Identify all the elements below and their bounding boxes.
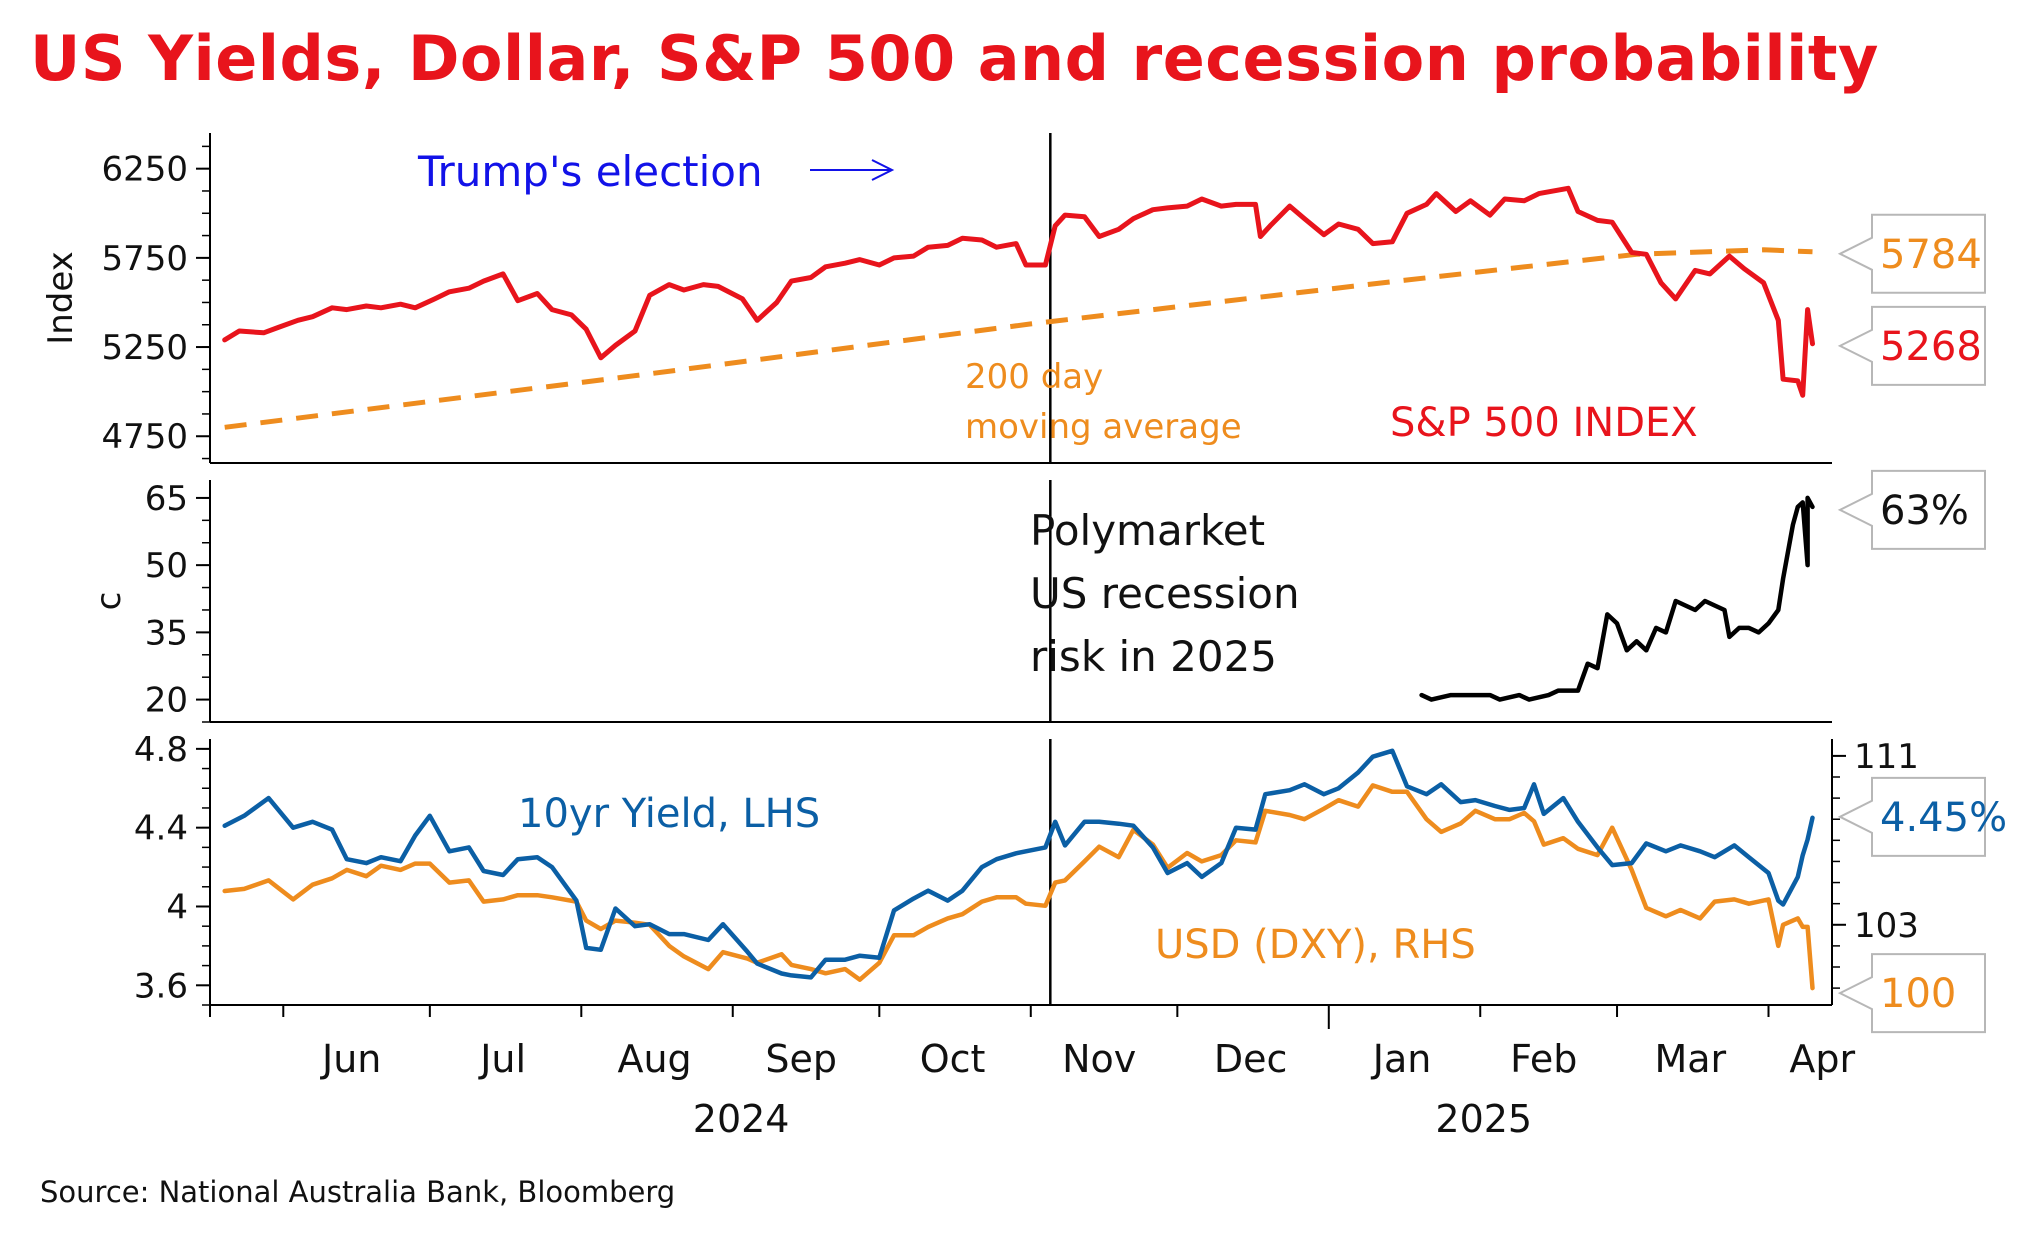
source-note: Source: National Australia Bank, Bloombe… (40, 1175, 676, 1209)
x-month-label: Jun (320, 1037, 381, 1081)
ma200-line (224, 247, 1813, 430)
ma200-end-label-box (1837, 213, 1986, 294)
x-month-label: Mar (1654, 1037, 1726, 1081)
panel-1-ytick-label: 6250 (101, 150, 188, 190)
axes-layer (196, 145, 1846, 1029)
spx-end-label: 5268 (1880, 324, 1982, 370)
yield-end-label-box (1837, 776, 1986, 857)
spx-end-label-box (1837, 305, 1986, 386)
ma200-end-label: 5784 (1880, 232, 1982, 278)
dxy-series-label: USD (DXY), RHS (1155, 922, 1476, 968)
yield-series-label: 10yr Yield, LHS (518, 791, 820, 837)
x-month-label: Dec (1214, 1037, 1288, 1081)
x-month-label: Jan (1371, 1037, 1432, 1081)
panel-2-ytick-label: 20 (145, 681, 188, 721)
x-year-label: 2025 (1435, 1097, 1532, 1141)
x-month-label: Apr (1789, 1037, 1855, 1081)
yield-end-label-group: 4.45% (1837, 776, 2007, 857)
yield-line (222, 748, 1815, 980)
x-month-label: Aug (617, 1037, 691, 1081)
x-month-label: Feb (1510, 1037, 1577, 1081)
panel-frames (209, 133, 1833, 1006)
labels-layer: 4750 5250 5750 6250 Index 20 35 50 65 c 3.6 4 4.4 4.8… (41, 147, 2007, 1141)
ma200-annotation-line1: 200 day (965, 357, 1103, 397)
spx-end-label-group: 5268 (1837, 305, 1986, 386)
dxy-end-label-box (1837, 953, 1986, 1034)
panel-3-ytick-label: 3.6 (134, 966, 188, 1006)
election-annotation: Trump's election (417, 147, 763, 196)
recession-annotation-line3: risk in 2025 (1030, 632, 1277, 681)
election-arrow-head (871, 159, 895, 181)
yield-end-label: 4.45% (1880, 795, 2007, 841)
ma200-end-label-group: 5784 (1837, 213, 1986, 294)
x-month-label: Nov (1062, 1037, 1136, 1081)
dxy-end-label-group: 100 (1837, 953, 1986, 1034)
x-month-label: Jul (478, 1037, 526, 1081)
panel-2-ytick-label: 50 (145, 546, 188, 586)
recession-line (1419, 495, 1815, 702)
panel-3-right-ytick-label: 103 (1854, 906, 1919, 946)
recession-annotation-line1: Polymarket (1030, 506, 1265, 555)
panel-3-right-ytick-label: 111 (1854, 737, 1919, 777)
recession-end-label-group: 63% (1837, 469, 1986, 550)
panel-2-ytick-label: 35 (145, 613, 188, 653)
dxy-line (222, 783, 1815, 991)
panel-2-ylabel: c (89, 592, 129, 611)
recession-annotation-line2: US recession (1030, 569, 1300, 618)
recession-end-label-box (1837, 469, 1986, 550)
panel-1-ylabel: Index (41, 251, 81, 345)
panel-3-ytick-label: 4.8 (134, 730, 188, 770)
dxy-end-label: 100 (1880, 971, 1956, 1017)
spx-series-label: S&P 500 INDEX (1390, 400, 1698, 446)
panel-3-ytick-label: 4 (166, 887, 188, 927)
panel-1-ytick-label: 5250 (101, 328, 188, 368)
x-year-label: 2024 (693, 1097, 790, 1141)
panel-3-ytick-label: 4.4 (134, 809, 188, 849)
x-month-label: Sep (765, 1037, 837, 1081)
panel-1-ytick-label: 5750 (101, 239, 188, 279)
x-month-label: Oct (920, 1037, 986, 1081)
panel-2-ytick-label: 65 (145, 479, 188, 519)
spx-line (222, 185, 1815, 398)
chart-title: US Yields, Dollar, S&P 500 and recession… (30, 22, 1879, 95)
recession-end-label: 63% (1880, 488, 1969, 534)
series-layer (222, 185, 1815, 991)
ma200-annotation-line2: moving average (965, 407, 1242, 447)
panel-1-ytick-label: 4750 (101, 417, 188, 457)
